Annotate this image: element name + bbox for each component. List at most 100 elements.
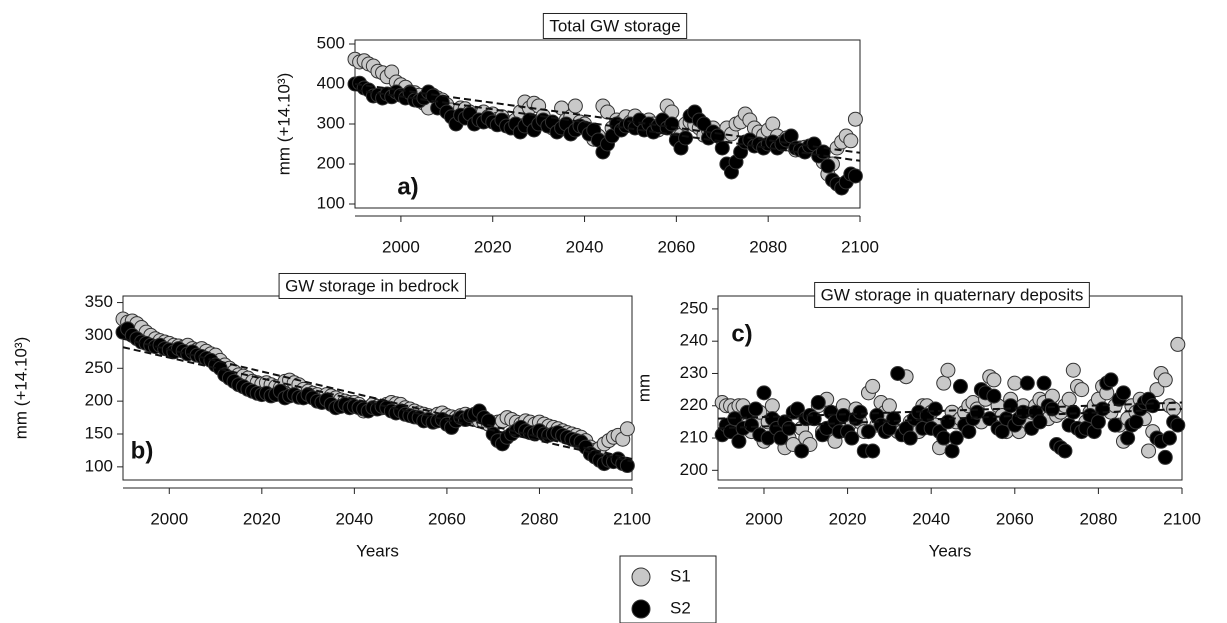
x-tick-label: 2100 — [1163, 509, 1201, 528]
data-point — [1170, 336, 1186, 352]
y-tick-label: 200 — [680, 460, 708, 479]
title-box — [278, 272, 466, 299]
y-tick-label: 300 — [317, 113, 345, 132]
legend-label: S2 — [670, 598, 691, 617]
title-box — [542, 12, 688, 39]
panel-title: Total GW storage — [549, 16, 680, 35]
data-point — [1065, 404, 1081, 420]
data-point — [794, 443, 810, 459]
trend-line — [122, 337, 633, 460]
data-point — [1065, 362, 1081, 378]
y-axis-label: mm — [634, 374, 653, 402]
panel-label: b) — [131, 437, 154, 464]
trend-line — [354, 89, 861, 162]
y-tick-label: 500 — [317, 33, 345, 52]
x-tick-label: 2080 — [521, 509, 559, 528]
x-tick-label: 2080 — [1079, 509, 1117, 528]
data-point — [944, 443, 960, 459]
x-axis-label: Years — [356, 541, 399, 560]
data-point — [714, 140, 730, 156]
data-point — [1103, 372, 1119, 388]
data-point — [1061, 391, 1077, 407]
data-point — [852, 404, 868, 420]
data-point — [969, 404, 985, 420]
x-tick-label: 2060 — [657, 237, 695, 256]
data-point — [843, 133, 859, 149]
x-tick-label: 2020 — [243, 509, 281, 528]
data-point — [936, 375, 952, 391]
y-tick-label: 220 — [680, 395, 708, 414]
data-point — [902, 430, 918, 446]
data-point — [1141, 443, 1157, 459]
data-point — [1032, 414, 1048, 430]
panel-title: GW storage in quaternary deposits — [821, 285, 1084, 304]
legend-marker — [631, 567, 651, 587]
data-point — [481, 413, 497, 429]
data-point — [936, 430, 952, 446]
data-point — [1157, 372, 1173, 388]
data-point — [1128, 414, 1144, 430]
data-point — [781, 420, 797, 436]
data-point — [748, 401, 764, 417]
data-point — [810, 395, 826, 411]
x-axis-label: Years — [929, 541, 972, 560]
data-point — [1019, 375, 1035, 391]
data-point — [664, 116, 680, 132]
x-tick-label: 2100 — [613, 509, 651, 528]
y-tick-label: 150 — [85, 423, 113, 442]
data-point — [731, 433, 747, 449]
data-point — [1057, 443, 1073, 459]
y-tick-label: 100 — [317, 193, 345, 212]
data-point — [1036, 375, 1052, 391]
y-tick-label: 200 — [85, 391, 113, 410]
x-tick-label: 2060 — [996, 509, 1034, 528]
data-point — [961, 424, 977, 440]
data-point — [847, 168, 863, 184]
x-tick-label: 2100 — [841, 237, 879, 256]
data-point — [994, 424, 1010, 440]
data-point — [986, 372, 1002, 388]
data-point — [1161, 430, 1177, 446]
x-tick-label: 2080 — [749, 237, 787, 256]
y-tick-label: 240 — [680, 331, 708, 350]
title-box — [814, 281, 1090, 308]
data-point — [844, 430, 860, 446]
data-point — [952, 378, 968, 394]
y-tick-label: 100 — [85, 456, 113, 475]
data-point — [986, 388, 1002, 404]
data-point — [940, 414, 956, 430]
trend-line — [122, 346, 633, 463]
panel-title: GW storage in bedrock — [285, 276, 459, 295]
data-point — [927, 401, 943, 417]
y-tick-label: 200 — [317, 153, 345, 172]
data-point — [1074, 382, 1090, 398]
data-point — [886, 411, 902, 427]
y-tick-label: 230 — [680, 363, 708, 382]
data-point — [1095, 401, 1111, 417]
data-point — [1115, 385, 1131, 401]
data-point — [940, 362, 956, 378]
y-tick-label: 210 — [680, 428, 708, 447]
data-point — [567, 98, 583, 114]
x-tick-label: 2000 — [745, 509, 783, 528]
data-point — [764, 398, 780, 414]
x-tick-label: 2000 — [382, 237, 420, 256]
data-point — [1044, 401, 1060, 417]
data-point — [948, 430, 964, 446]
legend-marker — [631, 599, 651, 619]
data-point — [678, 130, 694, 146]
data-point — [881, 398, 897, 414]
data-point — [1157, 449, 1173, 465]
trend-line — [717, 401, 1183, 420]
y-tick-label: 300 — [85, 325, 113, 344]
data-point — [619, 421, 635, 437]
data-point — [847, 111, 863, 127]
panel-label: a) — [397, 173, 418, 200]
x-tick-label: 2040 — [335, 509, 373, 528]
data-point — [619, 458, 635, 474]
x-tick-label: 2040 — [912, 509, 950, 528]
x-tick-label: 2020 — [474, 237, 512, 256]
data-point — [835, 407, 851, 423]
data-point — [1170, 417, 1186, 433]
